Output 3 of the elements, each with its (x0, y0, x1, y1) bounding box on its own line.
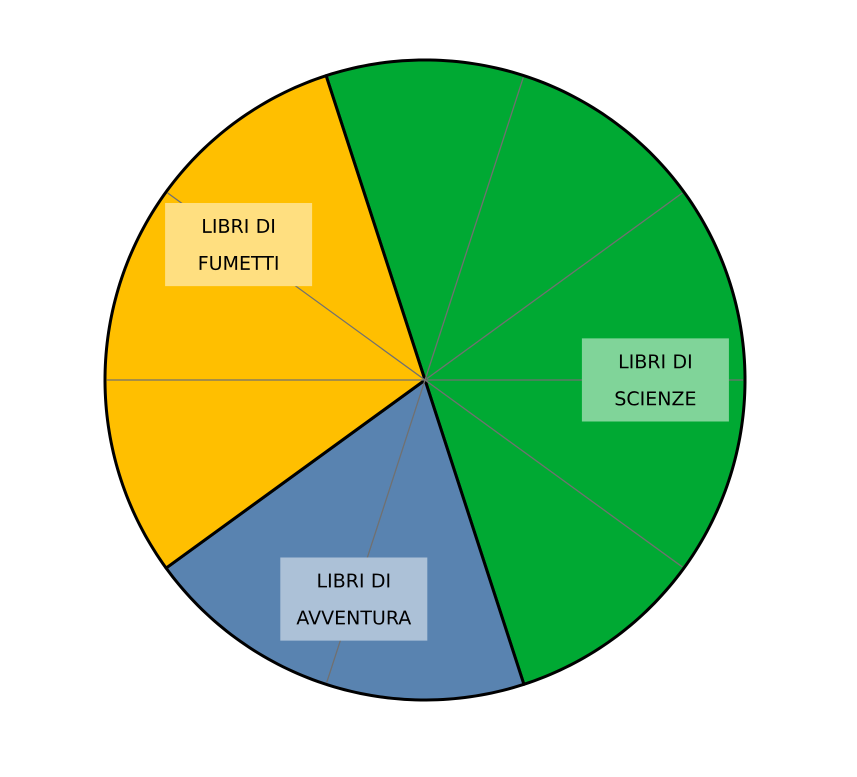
category-label: LIBRI DI AVVENTURA (296, 574, 412, 625)
category-label: LIBRI DI FUMETTI (200, 219, 278, 270)
category-label: LIBRI DI SCIENZE (616, 354, 696, 406)
